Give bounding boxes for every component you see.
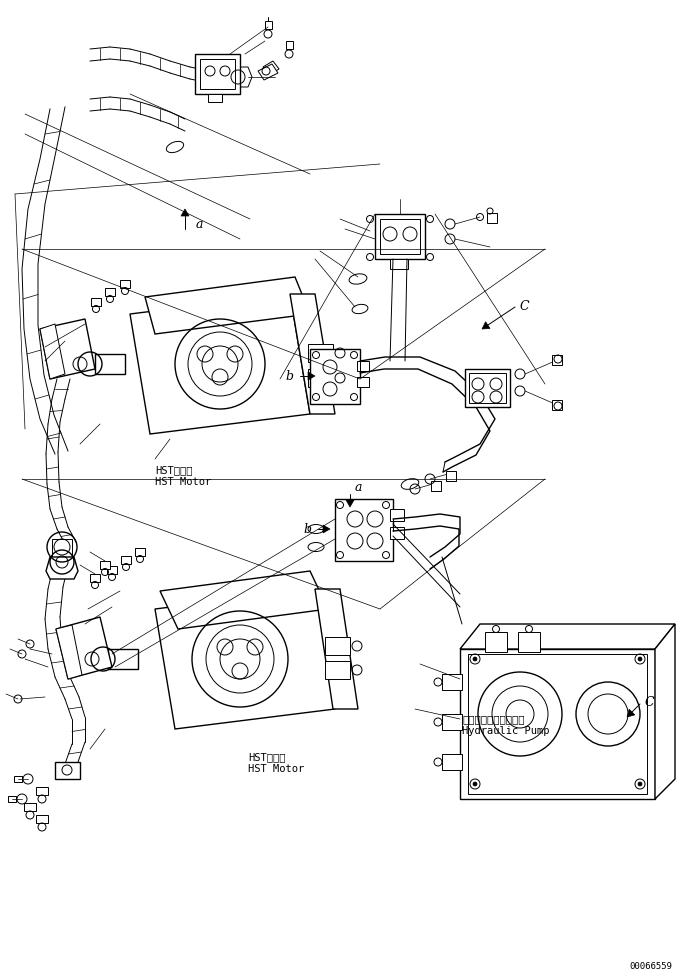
Text: HSTモータ: HSTモータ (248, 751, 285, 761)
Polygon shape (552, 401, 562, 411)
Polygon shape (40, 320, 95, 379)
Polygon shape (552, 356, 562, 366)
Polygon shape (482, 323, 490, 330)
Bar (390, 510, 404, 521)
Circle shape (638, 782, 642, 786)
Bar (308, 344, 333, 363)
Polygon shape (100, 561, 110, 569)
Polygon shape (265, 22, 272, 30)
Circle shape (473, 782, 477, 786)
Polygon shape (655, 624, 675, 799)
Polygon shape (55, 762, 80, 779)
Polygon shape (181, 210, 189, 217)
Polygon shape (56, 617, 112, 680)
Bar (308, 370, 333, 387)
Polygon shape (91, 298, 101, 307)
Bar (195, 55, 240, 95)
Polygon shape (46, 557, 78, 579)
Text: a: a (196, 218, 203, 231)
Polygon shape (130, 294, 310, 434)
Text: C: C (645, 695, 655, 709)
Bar (390, 527, 404, 540)
Text: ハイドロリックポンプ: ハイドロリックポンプ (462, 713, 525, 724)
Bar (310, 350, 360, 405)
Polygon shape (14, 777, 22, 782)
Text: C: C (520, 300, 530, 313)
Bar (468, 654, 647, 794)
Polygon shape (460, 649, 655, 799)
Bar (108, 649, 138, 669)
Bar (518, 633, 540, 652)
Text: Hydraulic Pump: Hydraulic Pump (462, 726, 550, 735)
Polygon shape (56, 625, 82, 680)
Text: HST Motor: HST Motor (155, 476, 212, 486)
Bar (208, 95, 222, 103)
Bar (390, 260, 408, 270)
Polygon shape (36, 787, 48, 795)
Polygon shape (627, 709, 635, 717)
Polygon shape (487, 214, 497, 224)
Polygon shape (446, 471, 456, 481)
Bar (465, 370, 510, 408)
Polygon shape (105, 289, 115, 296)
Text: a: a (355, 481, 363, 494)
Bar (200, 60, 235, 90)
Bar (442, 754, 462, 771)
Bar (380, 220, 420, 254)
Text: b: b (303, 523, 311, 536)
Polygon shape (263, 62, 279, 76)
Bar (95, 355, 125, 375)
Polygon shape (155, 590, 335, 730)
Text: HSTモータ: HSTモータ (155, 465, 193, 474)
Bar (325, 638, 350, 655)
Polygon shape (460, 624, 675, 649)
Polygon shape (286, 42, 293, 50)
Polygon shape (160, 571, 328, 630)
Polygon shape (346, 501, 354, 508)
Bar (442, 674, 462, 690)
Circle shape (638, 657, 642, 661)
Bar (442, 714, 462, 731)
Polygon shape (121, 556, 131, 564)
Text: 00066559: 00066559 (629, 961, 672, 970)
Polygon shape (52, 540, 72, 557)
Bar (485, 633, 507, 652)
Polygon shape (431, 481, 441, 492)
Polygon shape (308, 373, 315, 380)
Text: b: b (285, 370, 293, 383)
Polygon shape (135, 549, 145, 556)
Polygon shape (40, 325, 65, 379)
Polygon shape (24, 803, 36, 811)
Polygon shape (8, 796, 16, 802)
Polygon shape (323, 525, 330, 533)
Bar (357, 378, 369, 387)
Bar (375, 215, 425, 260)
Polygon shape (224, 67, 252, 88)
Polygon shape (120, 281, 130, 289)
Polygon shape (145, 278, 310, 334)
Bar (325, 661, 350, 680)
Circle shape (473, 657, 477, 661)
Bar (335, 500, 393, 561)
Polygon shape (90, 574, 100, 583)
Bar (469, 374, 506, 404)
Polygon shape (107, 566, 117, 574)
Text: HST Motor: HST Motor (248, 763, 304, 774)
Polygon shape (290, 294, 335, 415)
Bar (357, 362, 369, 372)
Polygon shape (315, 590, 358, 709)
Polygon shape (36, 816, 48, 823)
Polygon shape (258, 65, 278, 81)
